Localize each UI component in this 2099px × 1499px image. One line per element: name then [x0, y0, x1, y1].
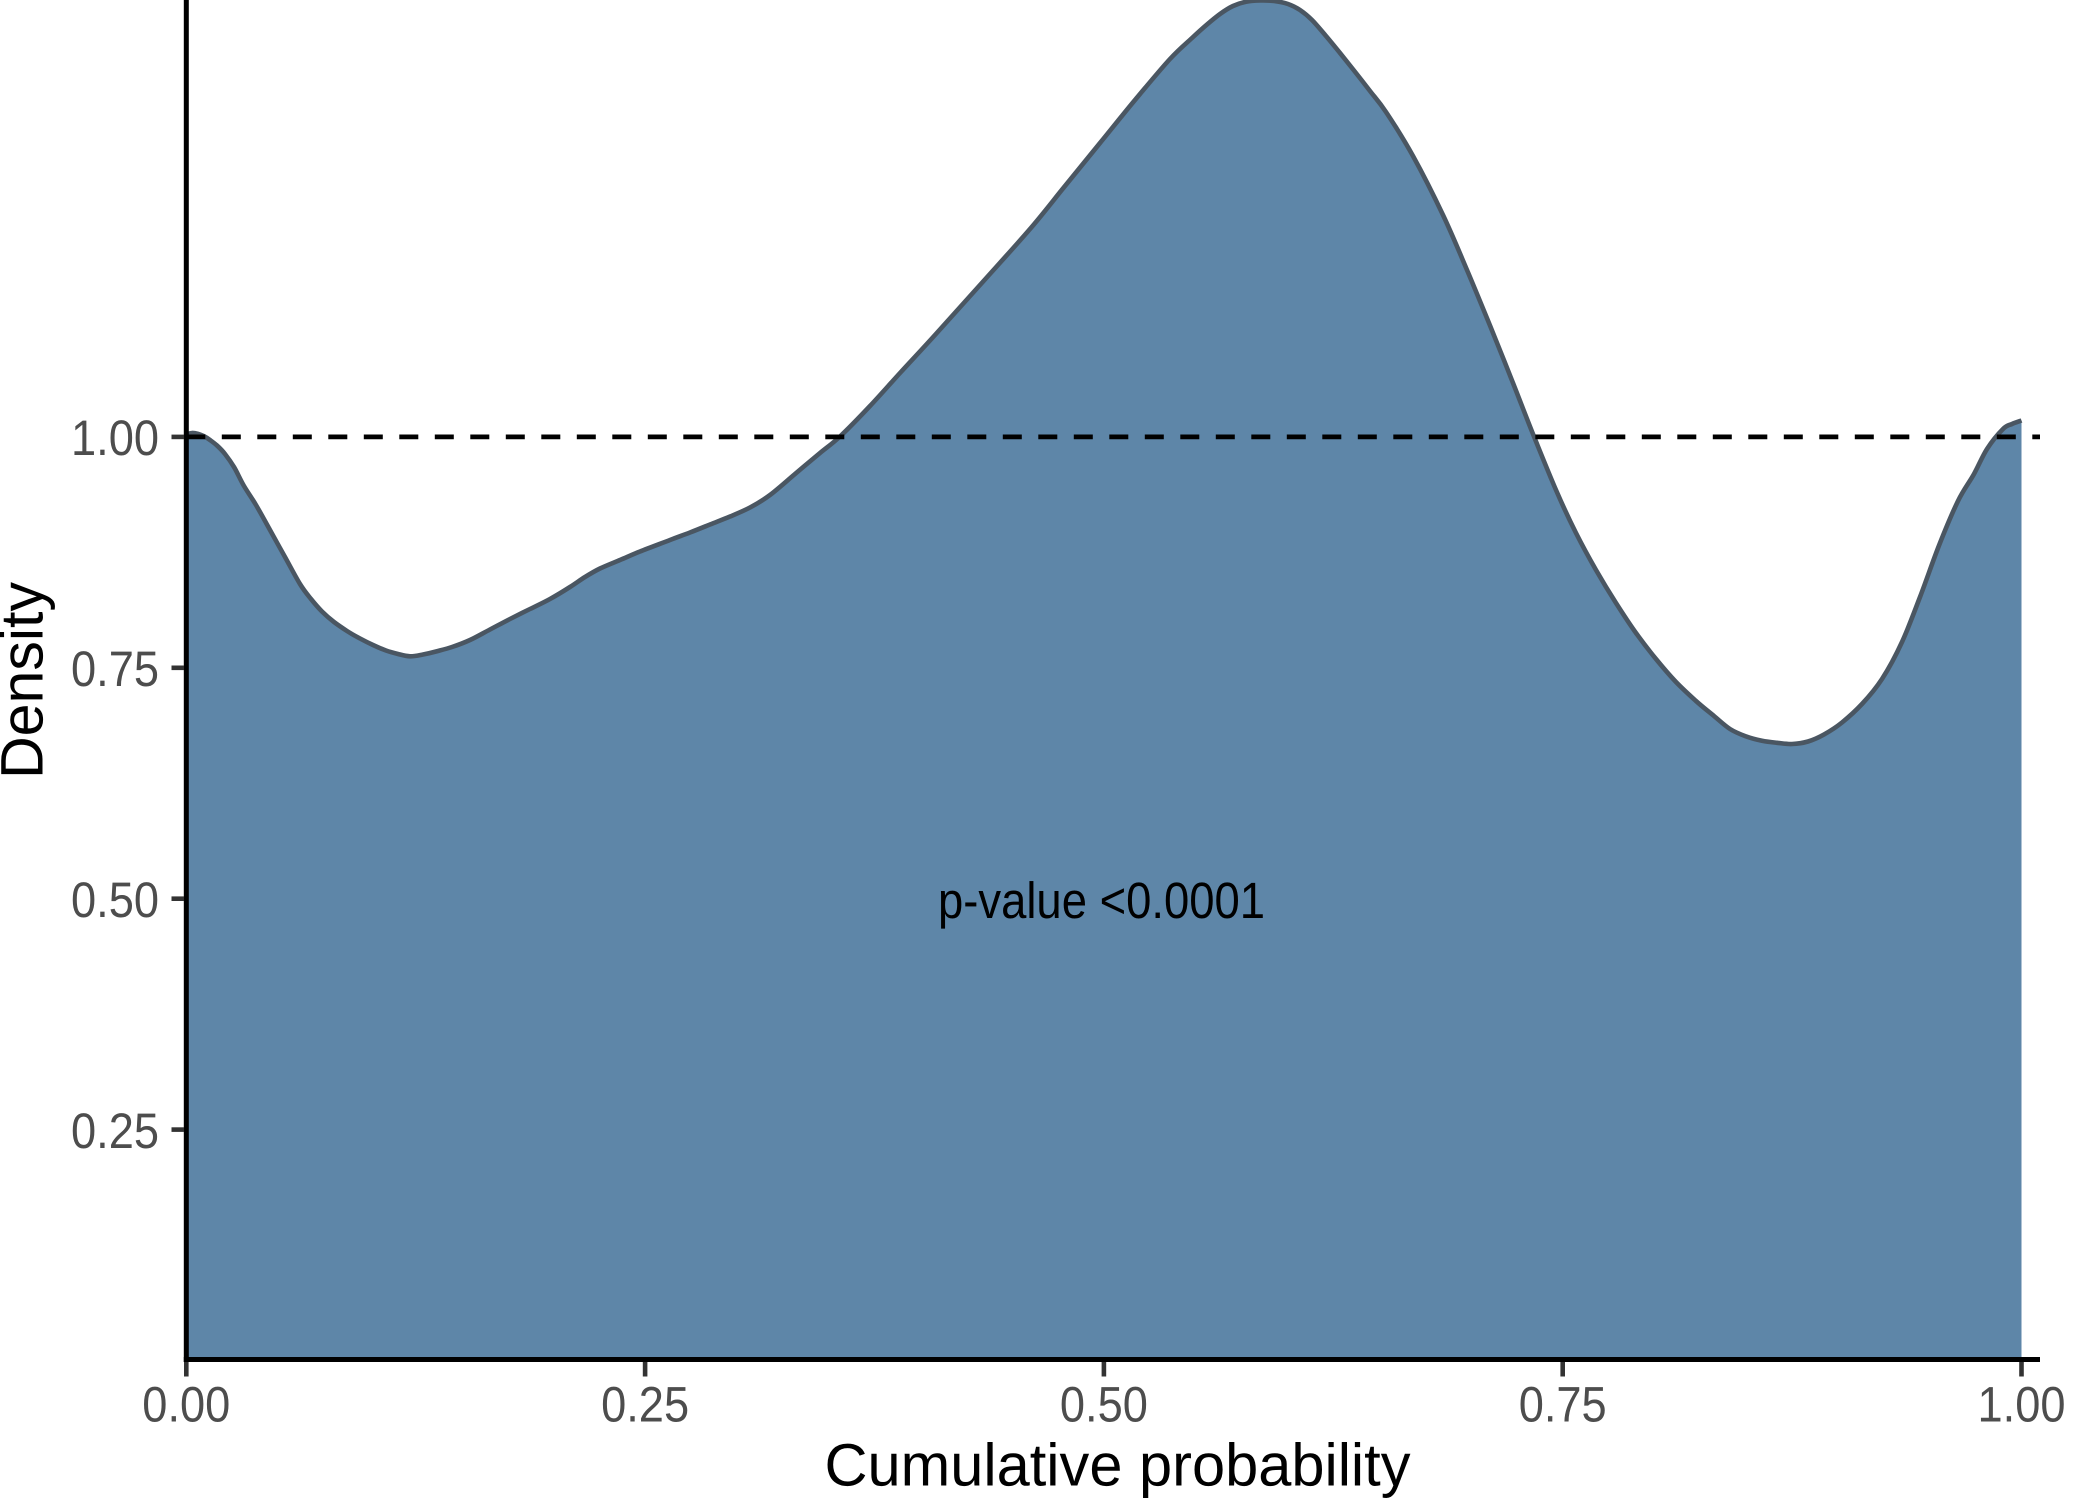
svg-text:Density: Density: [0, 582, 56, 779]
svg-text:0.75: 0.75: [71, 641, 159, 697]
svg-text:p-value <0.0001: p-value <0.0001: [938, 872, 1265, 929]
svg-text:0.25: 0.25: [601, 1377, 689, 1433]
svg-text:0.25: 0.25: [71, 1103, 159, 1159]
svg-text:Cumulative probability: Cumulative probability: [825, 1432, 1411, 1499]
svg-text:1.00: 1.00: [1978, 1377, 2066, 1433]
svg-text:0.50: 0.50: [1060, 1377, 1148, 1433]
svg-text:1.00: 1.00: [71, 410, 159, 466]
svg-text:0.75: 0.75: [1519, 1377, 1607, 1433]
svg-text:0.50: 0.50: [71, 872, 159, 928]
svg-text:0.00: 0.00: [142, 1377, 230, 1433]
